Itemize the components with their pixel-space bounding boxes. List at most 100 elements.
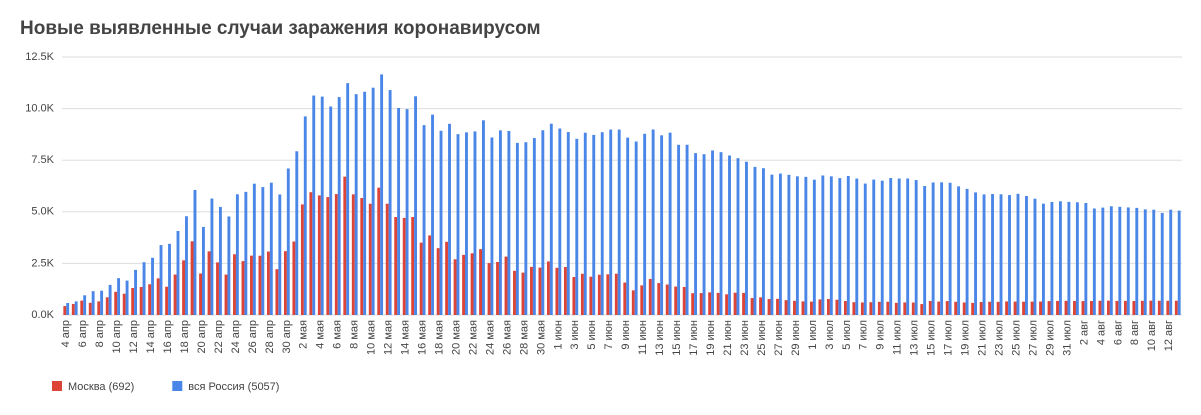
- bar: [716, 292, 720, 315]
- bar: [363, 91, 367, 315]
- bar: [583, 132, 587, 315]
- bar: [1106, 300, 1110, 315]
- bar: [199, 273, 202, 315]
- bar: [210, 198, 214, 315]
- bar: [617, 129, 621, 315]
- bar: [880, 180, 884, 315]
- bar: [252, 183, 256, 315]
- bar: [852, 302, 856, 315]
- bar: [224, 274, 228, 315]
- x-tick-label: 22 мая: [467, 320, 479, 355]
- bar: [71, 303, 75, 315]
- bar: [767, 299, 771, 315]
- bar: [855, 178, 859, 315]
- bar: [668, 132, 672, 315]
- bar: [148, 284, 152, 315]
- x-tick-label: 26 апр: [247, 320, 259, 353]
- bar: [1042, 203, 1045, 315]
- y-tick-label: 0.0K: [31, 309, 54, 321]
- x-tick-label: 23 июл: [993, 320, 1005, 356]
- x-tick-label: 17 июл: [943, 320, 955, 356]
- bar: [940, 182, 944, 315]
- y-tick-label: 5.0K: [31, 206, 54, 218]
- x-tick-label: 5 июл: [841, 320, 853, 350]
- x-tick-label: 12 мая: [383, 320, 395, 355]
- bar: [320, 96, 324, 316]
- bar: [377, 187, 381, 315]
- y-tick-label: 10.0K: [25, 103, 54, 115]
- bar: [682, 286, 686, 315]
- x-tick-label: 20 мая: [450, 320, 462, 355]
- x-tick-label: 13 июл: [909, 320, 921, 356]
- bar: [473, 131, 477, 315]
- bar: [74, 301, 78, 315]
- bar: [589, 276, 593, 315]
- bar: [431, 114, 434, 316]
- bar: [1092, 208, 1096, 315]
- bar: [600, 132, 604, 315]
- x-tick-label: 19 июн: [705, 320, 717, 356]
- bar: [835, 299, 839, 315]
- bar: [640, 285, 644, 315]
- bar: [303, 116, 307, 315]
- bar: [979, 302, 983, 315]
- bar: [762, 168, 765, 315]
- bar: [614, 273, 618, 315]
- bar: [1166, 300, 1170, 315]
- bar: [1047, 301, 1051, 315]
- bar: [954, 301, 958, 315]
- bar: [962, 302, 966, 315]
- bar: [63, 306, 67, 315]
- bar: [530, 266, 533, 315]
- bar: [351, 194, 355, 315]
- bar: [750, 298, 754, 315]
- bar: [691, 293, 695, 315]
- bar: [988, 301, 992, 315]
- x-tick-label: 8 мая: [349, 320, 361, 349]
- x-tick-label: 4 авг: [1095, 320, 1107, 345]
- bar: [580, 273, 584, 315]
- bar: [784, 300, 788, 315]
- bar: [266, 251, 270, 315]
- bar: [894, 302, 898, 315]
- bar: [869, 302, 873, 315]
- bar: [538, 267, 542, 315]
- x-tick-label: 28 апр: [264, 320, 276, 353]
- bar: [1123, 300, 1127, 315]
- bar: [360, 198, 364, 315]
- bar: [546, 261, 550, 315]
- x-tick-label: 12 апр: [128, 320, 140, 353]
- bar: [1135, 207, 1139, 315]
- bar: [812, 179, 816, 315]
- bar: [507, 130, 511, 315]
- bar: [787, 174, 791, 315]
- bar: [826, 299, 830, 315]
- bar: [945, 301, 949, 315]
- bar: [275, 269, 279, 315]
- bar: [801, 301, 805, 315]
- bar: [185, 216, 188, 315]
- bar: [920, 304, 924, 315]
- bar: [402, 217, 406, 315]
- bar: [295, 151, 299, 315]
- bar: [1013, 301, 1017, 315]
- bar: [736, 158, 740, 315]
- bar: [329, 106, 333, 315]
- bar: [643, 133, 647, 315]
- bar: [1008, 195, 1011, 315]
- bar: [66, 302, 70, 315]
- x-tick-label: 31 июл: [1061, 320, 1073, 356]
- bar: [1160, 212, 1164, 315]
- bar: [982, 194, 986, 315]
- x-tick-label: 9 июл: [875, 320, 887, 350]
- bar: [903, 302, 907, 315]
- bar: [100, 290, 104, 315]
- bar: [286, 168, 290, 315]
- bar: [991, 194, 994, 315]
- bar: [634, 141, 638, 315]
- bar: [131, 288, 135, 315]
- bar: [504, 256, 508, 315]
- bar: [999, 194, 1003, 315]
- y-tick-label: 2.5K: [31, 257, 54, 269]
- bar: [957, 186, 961, 315]
